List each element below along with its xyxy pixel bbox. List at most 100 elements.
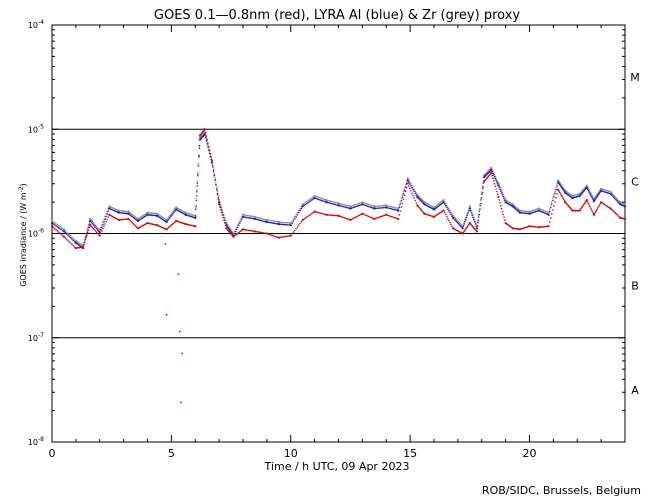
- data-point: [203, 128, 206, 131]
- trace-dot: [321, 200, 324, 202]
- trace-dot: [87, 229, 90, 231]
- trace-dot: [335, 214, 337, 217]
- outlier-point: [165, 313, 168, 316]
- trace-dot: [386, 206, 389, 209]
- data-point: [373, 205, 376, 208]
- trace-dot: [586, 200, 589, 203]
- trace-dot: [287, 224, 289, 226]
- trace-dot: [390, 205, 393, 208]
- trace-dot: [299, 222, 301, 225]
- data-point: [194, 225, 197, 228]
- trace-dot: [170, 224, 172, 227]
- trace-dot: [94, 230, 97, 232]
- trace-dot: [260, 231, 263, 234]
- trace-dot: [450, 223, 452, 226]
- trace-dot: [222, 216, 224, 219]
- y-axis-label-exponent: -2: [18, 186, 25, 192]
- trace-dot: [346, 206, 349, 209]
- trace-dot: [554, 192, 556, 194]
- trace-dot: [369, 206, 372, 208]
- trace-dot: [275, 220, 277, 223]
- trace-dot: [610, 194, 613, 196]
- trace-dot: [100, 228, 102, 231]
- trace-dot: [402, 192, 405, 195]
- trace-dot: [270, 219, 272, 222]
- trace-dot: [68, 233, 71, 236]
- trace-dot: [559, 185, 562, 187]
- trace-dot: [331, 202, 333, 205]
- trace-dot: [398, 206, 401, 209]
- trace-dot: [281, 221, 284, 224]
- trace-dot: [476, 221, 479, 224]
- trace-dot: [443, 211, 446, 214]
- trace-dot: [209, 152, 212, 155]
- trace-dot: [172, 222, 174, 225]
- trace-dot: [464, 220, 466, 223]
- trace-dot: [615, 198, 617, 201]
- trace-dot: [96, 229, 99, 231]
- trace-dot: [86, 234, 88, 236]
- y-tick-label: 10-5: [28, 123, 44, 134]
- flare-class-labels: A B C M: [630, 71, 640, 397]
- trace-dot: [479, 204, 481, 207]
- trace-dot: [411, 192, 413, 194]
- trace-dot: [297, 224, 300, 226]
- trace-dot: [501, 210, 504, 213]
- trace-dot: [287, 235, 289, 237]
- trace-dot: [588, 191, 590, 193]
- trace-dot: [340, 215, 342, 218]
- trace-dot: [597, 205, 600, 208]
- trace-dot: [243, 216, 246, 218]
- trace-dot: [480, 199, 482, 201]
- trace-dot: [343, 205, 345, 208]
- trace-dot: [270, 234, 272, 236]
- trace-dot: [100, 232, 102, 235]
- trace-dot: [316, 211, 319, 214]
- trace-dot: [482, 182, 485, 184]
- trace-dot: [309, 200, 312, 202]
- trace-dot: [296, 226, 299, 228]
- series-goes-dropouts: [164, 243, 184, 404]
- trace-dot: [357, 214, 360, 217]
- trace-dot: [69, 236, 72, 239]
- trace-dot: [496, 190, 498, 193]
- y-tick-exponent: -6: [38, 228, 44, 235]
- trace-dot: [403, 194, 406, 197]
- trace-dot: [343, 216, 345, 219]
- trace-dot: [263, 220, 266, 223]
- trace-dot: [392, 216, 394, 218]
- trace-dot: [612, 193, 614, 195]
- trace-dot: [307, 215, 309, 218]
- data-point: [373, 207, 376, 210]
- trace-dot: [592, 198, 594, 201]
- trace-dot: [95, 231, 98, 233]
- outlier-point: [177, 273, 180, 276]
- data-point: [557, 188, 560, 191]
- trace-dot: [415, 194, 418, 196]
- trace-dot: [255, 230, 258, 233]
- trace-dot: [56, 225, 59, 228]
- trace-dot: [504, 219, 506, 221]
- trace-dot: [195, 205, 198, 207]
- trace-dot: [168, 225, 171, 228]
- trace-dot: [503, 197, 505, 200]
- trace-dot: [393, 216, 396, 219]
- trace-dot: [344, 217, 346, 219]
- trace-dot: [311, 197, 313, 199]
- trace-dot: [59, 227, 61, 230]
- trace-dot: [403, 189, 406, 192]
- trace-dot: [97, 230, 100, 232]
- trace-dot: [101, 226, 103, 228]
- trace-dot: [96, 232, 99, 235]
- trace-dot: [598, 192, 601, 194]
- trace-dot: [93, 228, 96, 231]
- trace-dot: [235, 228, 238, 231]
- chart-title: GOES 0.1—0.8nm (red), LYRA Al (blue) & Z…: [154, 8, 520, 23]
- trace-dot: [60, 233, 63, 236]
- data-point: [406, 177, 409, 180]
- trace-dot: [196, 191, 198, 193]
- trace-dot: [250, 215, 252, 217]
- trace-dot: [562, 188, 564, 191]
- trace-dot: [470, 212, 473, 214]
- y-tick-label: 10-6: [28, 228, 44, 239]
